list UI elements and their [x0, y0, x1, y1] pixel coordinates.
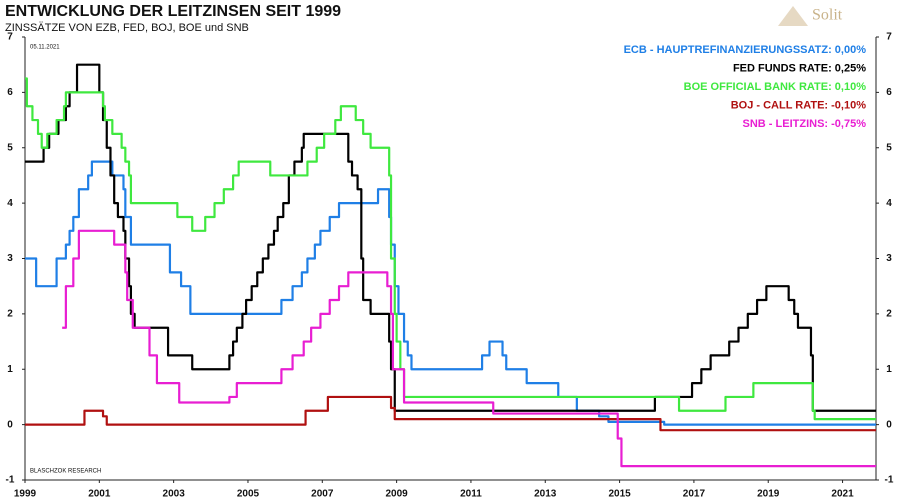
y-tick-label: 0	[7, 419, 13, 430]
legend-entry: SNB - LEITZINS: -0,75%	[743, 118, 867, 130]
y2-tick-label: 7	[886, 32, 892, 43]
logo-pyramid	[778, 6, 808, 26]
logo-text: Solit	[812, 7, 843, 24]
legend-entry: BOJ - CALL RATE: -0,10%	[731, 99, 866, 111]
x-tick-label: 2021	[831, 489, 854, 500]
y2-tick-label: 6	[886, 87, 892, 98]
legend-entry: ECB - HAUPTREFINANZIERUNGSSATZ: 0,00%	[624, 44, 867, 56]
legend-entry: FED FUNDS RATE: 0,25%	[733, 62, 866, 74]
x-tick-label: 2001	[88, 489, 111, 500]
x-tick-label: 1999	[14, 489, 37, 500]
y-tick-label: 4	[7, 198, 13, 209]
x-tick-label: 2009	[385, 489, 408, 500]
chart-subtitle: ZINSSÄTZE VON EZB, FED, BOJ, BOE und SNB	[5, 22, 249, 34]
x-tick-label: 2015	[608, 489, 631, 500]
y-tick-label: 1	[7, 364, 13, 375]
y2-tick-label: -1	[885, 475, 894, 486]
x-tick-label: 2007	[311, 489, 334, 500]
x-tick-label: 2013	[534, 489, 557, 500]
y2-tick-label: 4	[886, 198, 892, 209]
y-tick-label: -1	[6, 475, 15, 486]
y-tick-label: 2	[7, 309, 13, 320]
y2-tick-label: 3	[886, 253, 892, 264]
y2-tick-label: 2	[886, 309, 892, 320]
x-tick-label: 2005	[237, 489, 260, 500]
x-tick-label: 2003	[163, 489, 186, 500]
logo: Solit	[778, 6, 843, 26]
date-note: 05.11.2021	[30, 45, 60, 51]
chart-title: ENTWICKLUNG DER LEITZINSEN SEIT 1999	[5, 3, 341, 20]
series-line	[62, 229, 876, 468]
y2-tick-label: 0	[886, 419, 892, 430]
series-line	[25, 395, 876, 432]
y-tick-label: 6	[7, 87, 13, 98]
x-tick-label: 2019	[757, 489, 780, 500]
y-tick-label: 7	[7, 32, 13, 43]
y-tick-label: 3	[7, 253, 13, 264]
series-line	[25, 63, 876, 412]
y-tick-label: 5	[7, 142, 13, 153]
x-tick-label: 2011	[460, 489, 482, 500]
series-line	[25, 160, 876, 426]
y2-tick-label: 5	[886, 142, 892, 153]
legend-entry: BOE OFFICIAL BANK RATE: 0,10%	[684, 81, 867, 93]
source-note: BLASCHZOK RESEARCH	[30, 469, 101, 475]
series-line	[25, 77, 876, 421]
y2-tick-label: 1	[886, 364, 892, 375]
x-tick-label: 2017	[683, 489, 706, 500]
